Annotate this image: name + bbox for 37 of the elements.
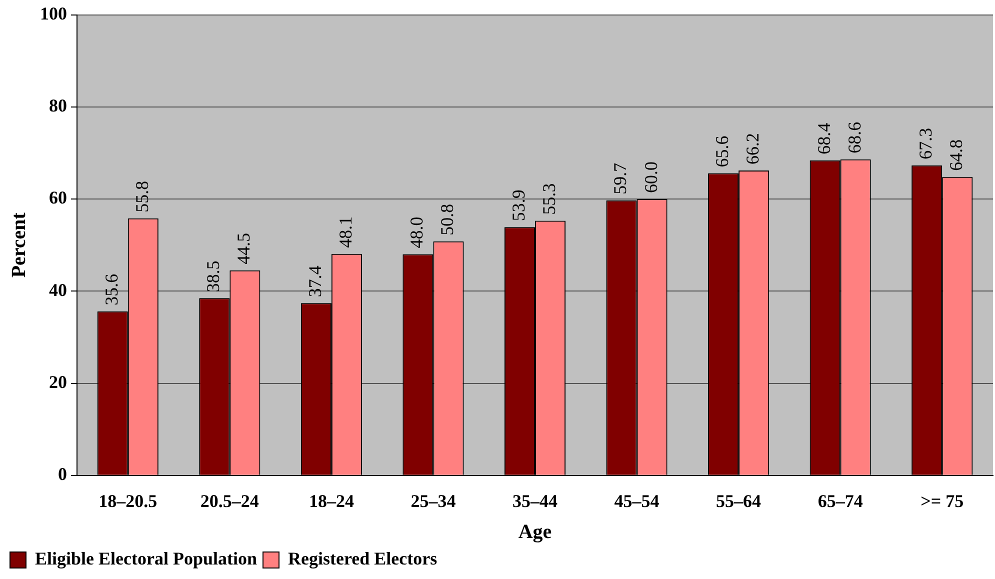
- data-label: 60.0: [640, 162, 661, 194]
- y-tick-label: 100: [40, 3, 67, 24]
- data-label: 59.7: [610, 162, 630, 194]
- data-label: 55.8: [132, 180, 152, 212]
- data-label: 38.5: [203, 260, 224, 292]
- x-tick-label: 18–20.5: [98, 490, 158, 511]
- y-axis-title: Percent: [8, 212, 30, 278]
- data-label: 64.8: [946, 139, 966, 171]
- data-label: 37.4: [304, 266, 325, 298]
- x-tick-label: 18–24: [308, 490, 354, 511]
- data-label: 66.2: [742, 132, 763, 164]
- data-label: 55.3: [539, 183, 559, 215]
- y-tick-label: 0: [58, 464, 67, 484]
- data-label: 68.4: [814, 122, 834, 154]
- x-tick-label: 25–34: [410, 490, 456, 511]
- data-label: 65.6: [712, 136, 732, 168]
- y-tick-label: 80: [49, 96, 67, 116]
- data-label: 53.9: [508, 190, 528, 222]
- y-tick-label: 20: [49, 372, 67, 392]
- x-tick-label: 20.5–24: [200, 490, 259, 511]
- x-tick-label: 65–74: [818, 490, 863, 511]
- x-tick-label: 55–64: [716, 490, 762, 511]
- x-tick-label: 45–54: [614, 490, 660, 511]
- data-label: 48.0: [406, 216, 427, 248]
- data-label: 44.5: [234, 232, 254, 264]
- data-label: 48.1: [335, 216, 356, 248]
- x-tick-label: 35–44: [512, 490, 558, 511]
- data-label: 50.8: [437, 204, 458, 236]
- data-label: 67.3: [916, 128, 936, 160]
- data-label: 35.6: [101, 274, 122, 306]
- x-tick-label: >= 75: [920, 490, 964, 511]
- y-tick-label: 60: [49, 188, 67, 208]
- data-label: 68.6: [844, 122, 864, 154]
- y-tick-label: 40: [49, 280, 67, 300]
- x-axis-title: Age: [518, 521, 552, 544]
- legend-label: Eligible Electoral Population: [35, 548, 258, 569]
- legend-label: Registered Electors: [288, 548, 438, 569]
